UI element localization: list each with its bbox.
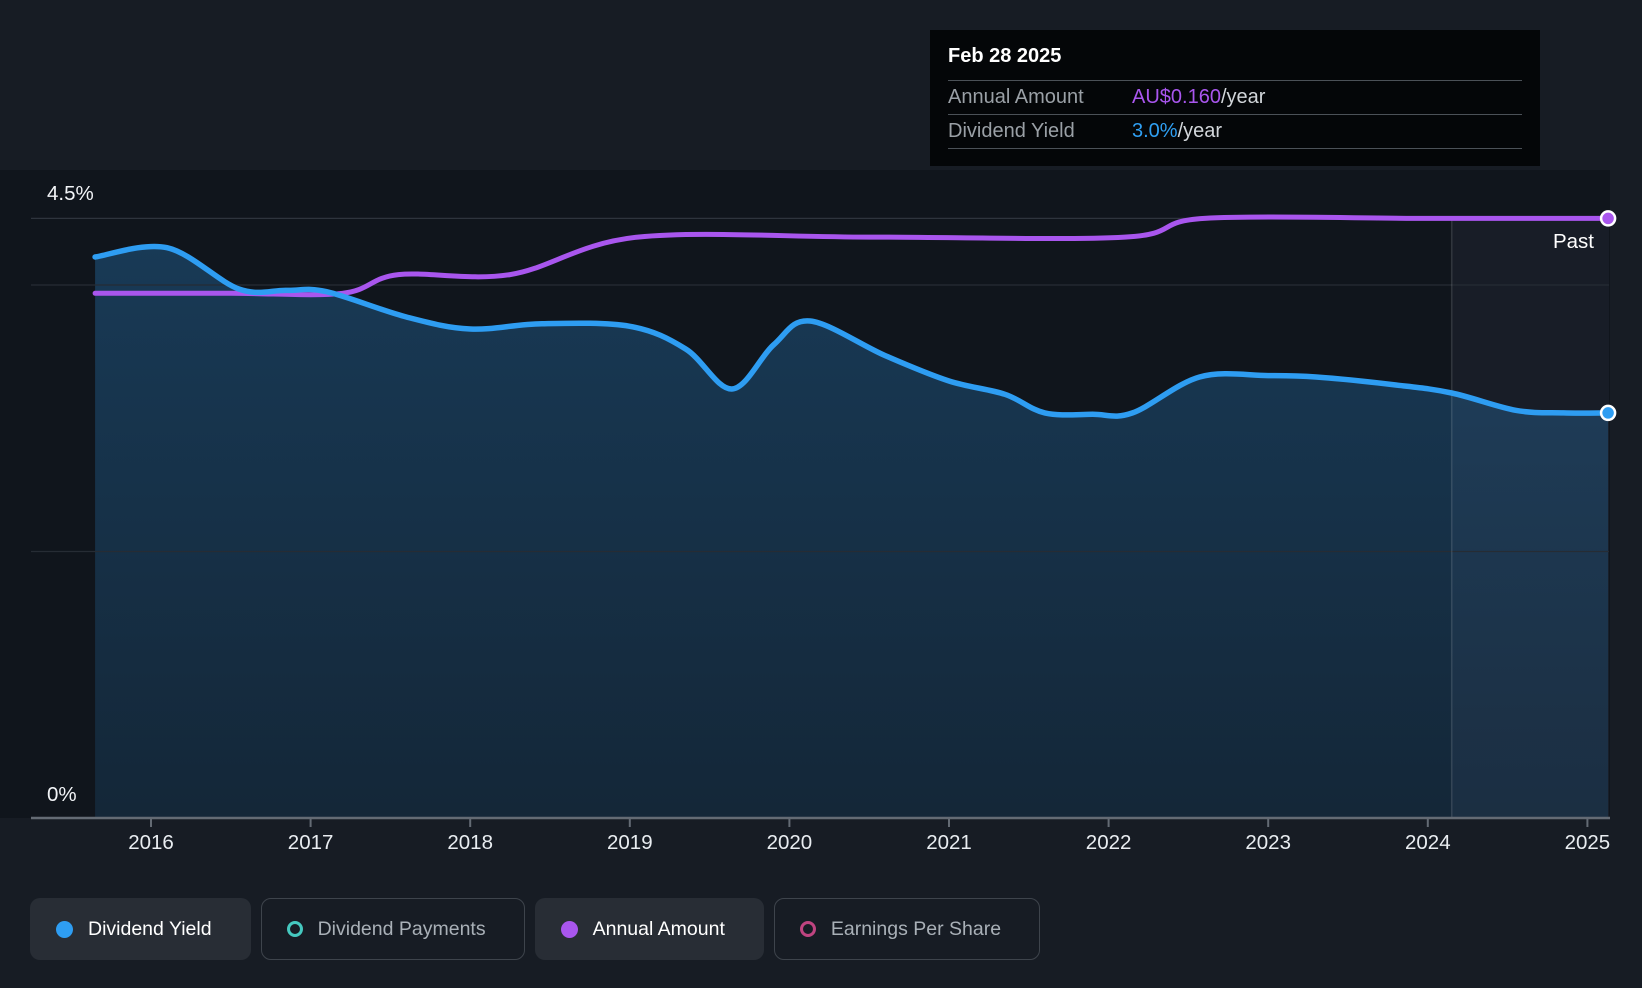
tooltip-label: Annual Amount xyxy=(948,86,1084,108)
x-axis-year-label: 2023 xyxy=(1245,831,1291,854)
past-region-label: Past xyxy=(1552,230,1594,253)
tooltip-date: Feb 28 2025 xyxy=(948,45,1062,67)
x-axis-year-label: 2016 xyxy=(128,831,174,854)
x-axis-year-label: 2025 xyxy=(1564,831,1611,854)
dividend-yield-area xyxy=(95,246,1609,818)
x-axis-year-label: 2022 xyxy=(1085,831,1132,854)
legend-toggle-annual-amount[interactable]: Annual Amount xyxy=(534,898,764,960)
dividend-yield-line xyxy=(92,243,1611,419)
tooltip-value: AU$0.160 xyxy=(1132,86,1221,108)
y-axis-max-label: 4.5% xyxy=(47,182,94,205)
x-axis-year-label: 2021 xyxy=(926,831,972,854)
x-axis-year-label: 2020 xyxy=(766,831,813,854)
tooltip-value-suffix: /year xyxy=(1220,86,1266,108)
tooltip-bottom-rule xyxy=(948,148,1522,166)
tooltip-row-annual-amount: Annual Amount AU$0.160 /year xyxy=(948,80,1522,114)
series-dot-icon xyxy=(56,920,73,938)
legend-label: Dividend Yield xyxy=(88,917,212,940)
tooltip-label: Dividend Yield xyxy=(948,120,1075,142)
y-axis-min-label: 0% xyxy=(47,783,77,806)
tooltip-value: 3.0% xyxy=(1132,120,1178,142)
legend-toggle-earnings-per-share[interactable]: Earnings Per Share xyxy=(773,898,1041,960)
past-highlight-band xyxy=(1451,218,1609,818)
x-axis-year-label: 2017 xyxy=(287,831,334,854)
series-ring-icon xyxy=(799,921,816,937)
tooltip-row-dividend-yield: Dividend Yield 3.0% /year xyxy=(948,114,1522,148)
chart-legend: Dividend Yield Dividend Payments Annual … xyxy=(30,898,1041,960)
legend-toggle-dividend-yield[interactable]: Dividend Yield xyxy=(30,898,251,960)
tooltip-value-suffix: /year xyxy=(1177,120,1223,142)
legend-label: Annual Amount xyxy=(592,917,725,940)
annual-amount-endpoint xyxy=(1599,210,1617,227)
series-ring-icon xyxy=(286,921,303,937)
legend-label: Earnings Per Share xyxy=(830,917,1002,940)
legend-toggle-dividend-payments[interactable]: Dividend Payments xyxy=(260,898,525,960)
x-axis-year-label: 2018 xyxy=(447,831,493,854)
chart-tooltip: Feb 28 2025 Annual Amount AU$0.160 /year… xyxy=(930,30,1540,166)
x-axis-year-label: 2019 xyxy=(606,831,653,854)
series-dot-icon xyxy=(560,920,578,938)
x-axis-year-label: 2024 xyxy=(1404,831,1451,854)
dividend-yield-endpoint xyxy=(1599,404,1617,422)
legend-label: Dividend Payments xyxy=(317,917,486,940)
